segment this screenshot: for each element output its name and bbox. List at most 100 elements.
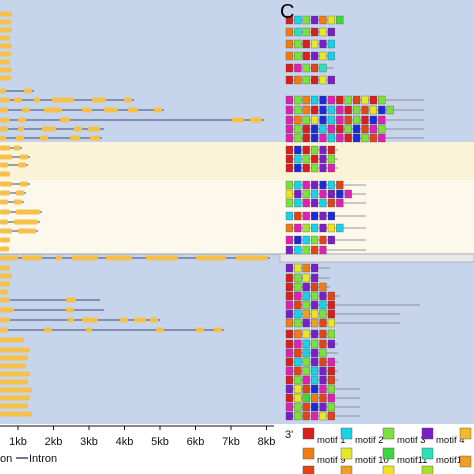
motif-box: [327, 124, 335, 134]
exon-block: [44, 327, 52, 333]
motif-box: [294, 366, 302, 376]
gene-row: [0, 237, 10, 243]
motif-row: [285, 223, 366, 233]
motif-box: [361, 105, 369, 115]
motif-box: [285, 384, 293, 394]
motif-box: [294, 273, 302, 283]
motif-row: [285, 357, 338, 367]
motif-box: [311, 357, 319, 367]
motif-row: [285, 245, 366, 255]
motif-box: [294, 235, 302, 245]
motif-box: [285, 145, 293, 155]
motif-legend-label: motif12: [436, 455, 467, 466]
exon-block: [86, 327, 92, 333]
motif-box: [294, 105, 302, 115]
motif-box: [302, 124, 310, 134]
motif-box: [285, 63, 293, 73]
motif-box: [285, 309, 293, 319]
motif-box: [311, 263, 319, 273]
gene-row: [0, 88, 34, 94]
motif-box: [285, 163, 293, 173]
motif-box: [327, 223, 335, 233]
gene-row: [0, 371, 30, 377]
motif-legend-swatch: [421, 465, 434, 474]
exon-block: [34, 97, 40, 103]
motif-box: [311, 39, 319, 49]
motif-box: [344, 95, 352, 105]
exon-block: [18, 228, 36, 234]
motif-box: [319, 145, 327, 155]
motif-box: [302, 115, 310, 125]
legend-exon-label: on: [0, 453, 12, 465]
motif-distribution: [285, 15, 424, 421]
gene-row: [0, 327, 224, 333]
exon-block: [0, 307, 14, 313]
motif-row: [285, 75, 335, 85]
motif-box: [327, 384, 335, 394]
motif-box: [344, 189, 352, 199]
motif-box: [319, 198, 327, 208]
motif-box: [319, 357, 327, 367]
gene-row: [0, 107, 164, 113]
motif-box: [327, 51, 335, 61]
gene-row: [0, 395, 30, 401]
gene-row: [0, 219, 40, 225]
motif-box: [327, 95, 335, 105]
motif-box: [294, 133, 302, 143]
exon-block: [156, 327, 164, 333]
exon-block: [0, 67, 12, 73]
motif-row: [285, 39, 335, 49]
motif-box: [361, 124, 369, 134]
motif-box: [327, 198, 335, 208]
motif-box: [311, 15, 319, 25]
exon-block: [0, 19, 11, 25]
motif-box: [294, 300, 302, 310]
motif-row: [285, 282, 330, 292]
exon-block: [18, 162, 26, 168]
motif-box: [302, 154, 310, 164]
motif-box: [302, 15, 310, 25]
gene-row: [0, 403, 28, 409]
exon-block: [214, 327, 222, 333]
motif-box: [319, 15, 327, 25]
motif-box: [285, 411, 293, 421]
motif-box: [302, 75, 310, 85]
motif-row: [285, 198, 366, 208]
motif-box: [311, 300, 319, 310]
motif-box: [285, 329, 293, 339]
motif-legend-item: motif 9: [302, 447, 346, 466]
gene-row: [0, 75, 11, 81]
gene-row: [0, 117, 264, 123]
motif-box: [311, 291, 319, 301]
motif-row: [285, 300, 420, 310]
motif-box: [285, 318, 293, 328]
gene-row: [0, 209, 42, 215]
gene-legend: on Intron: [0, 453, 57, 465]
motif-legend-swatch: [382, 465, 395, 474]
motif-box: [302, 318, 310, 328]
motif-box: [327, 318, 335, 328]
motif-box: [294, 39, 302, 49]
exon-block: [0, 135, 6, 141]
motif-box: [285, 39, 293, 49]
motif-box: [319, 124, 327, 134]
exon-block: [0, 371, 30, 377]
motif-box: [302, 300, 310, 310]
exon-block: [0, 97, 10, 103]
motif-box: [294, 124, 302, 134]
motif-box: [302, 63, 310, 73]
exon-block: [20, 181, 28, 187]
motif-box: [353, 105, 361, 115]
motif-box: [302, 223, 310, 233]
motif-box: [378, 115, 386, 125]
motif-box: [327, 235, 335, 245]
motif-box: [319, 115, 327, 125]
motif-row: [285, 235, 366, 245]
exon-block: [40, 135, 48, 141]
exon-block: [0, 51, 11, 57]
motif-box: [353, 95, 361, 105]
exon-block: [0, 337, 24, 343]
motif-row: [285, 273, 330, 283]
motif-row: [285, 366, 338, 376]
